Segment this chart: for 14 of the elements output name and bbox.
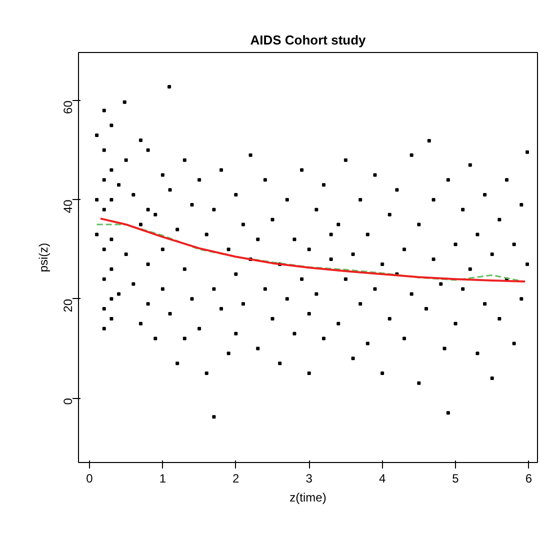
y-tick-label: 40 <box>61 199 75 214</box>
x-tick-label: 2 <box>232 472 240 486</box>
y-axis-title: psi(z) <box>36 242 50 272</box>
y-tick-label: 0 <box>61 398 75 405</box>
x-tick-label: 0 <box>86 472 94 486</box>
x-tick-label: 1 <box>159 472 166 486</box>
chart-title: AIDS Cohort study <box>250 32 367 48</box>
x-tick-label: 3 <box>306 472 313 486</box>
y-tick-label: 20 <box>61 298 75 312</box>
x-axis-title: z(time) <box>290 490 326 504</box>
y-tick-label: 60 <box>61 100 75 114</box>
x-tick-label: 5 <box>452 472 460 486</box>
x-tick-label: 4 <box>378 472 386 486</box>
x-tick-label: 6 <box>525 472 532 486</box>
